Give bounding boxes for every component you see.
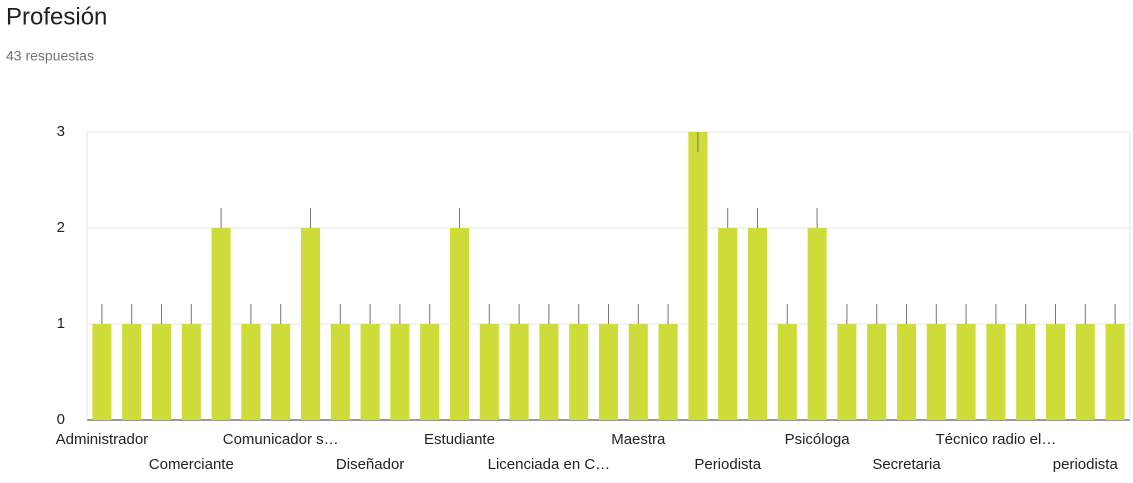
bar <box>211 228 231 420</box>
bar <box>569 324 589 420</box>
bar <box>479 324 499 420</box>
bar <box>986 324 1006 420</box>
x-tick-label: Estudiante <box>424 431 495 448</box>
bar <box>1105 324 1125 420</box>
bar <box>241 324 261 420</box>
bar <box>598 324 619 420</box>
bar <box>390 324 410 420</box>
bar <box>360 324 380 420</box>
x-tick-label: Maestra <box>611 431 666 448</box>
x-tick-label: Comerciante <box>149 456 234 473</box>
x-tick-label: Diseñador <box>336 456 404 473</box>
bar <box>300 228 321 420</box>
x-tick-label: Licenciada en C… <box>488 456 611 473</box>
bar <box>539 324 559 420</box>
bar <box>509 324 529 420</box>
bar <box>837 324 857 420</box>
bar <box>926 324 946 420</box>
y-tick-label: 1 <box>57 315 65 332</box>
bar <box>1045 324 1066 420</box>
bar <box>271 324 291 420</box>
chart-subtitle: 43 respuestas <box>6 48 94 64</box>
bar <box>777 324 797 420</box>
bar <box>807 228 827 420</box>
x-tick-label: Periodista <box>694 456 761 473</box>
x-tick-label: Secretaria <box>872 456 941 473</box>
bar <box>688 132 708 420</box>
bar <box>896 324 917 420</box>
bar <box>658 324 678 420</box>
bar <box>1016 324 1036 420</box>
bar <box>1075 324 1095 420</box>
x-tick-label: Técnico radio el… <box>935 431 1056 448</box>
bar <box>92 324 112 420</box>
x-tick-label: periodista <box>1053 456 1119 473</box>
bar <box>420 324 440 420</box>
y-tick-label: 2 <box>57 219 65 236</box>
chart-title: Profesión <box>6 3 107 30</box>
bar <box>449 228 470 420</box>
bar <box>747 228 768 420</box>
bar <box>330 324 350 420</box>
bar <box>718 228 738 420</box>
x-tick-label: Comunicador s… <box>223 431 339 448</box>
bar <box>181 324 201 420</box>
x-tick-label: Psicóloga <box>785 431 851 448</box>
y-tick-label: 0 <box>57 411 65 428</box>
x-tick-label: Administrador <box>56 431 149 448</box>
bar <box>628 324 648 420</box>
bar <box>956 324 976 420</box>
bar <box>122 324 142 420</box>
bar <box>151 324 172 420</box>
bar <box>867 324 887 420</box>
y-tick-label: 3 <box>57 123 65 140</box>
